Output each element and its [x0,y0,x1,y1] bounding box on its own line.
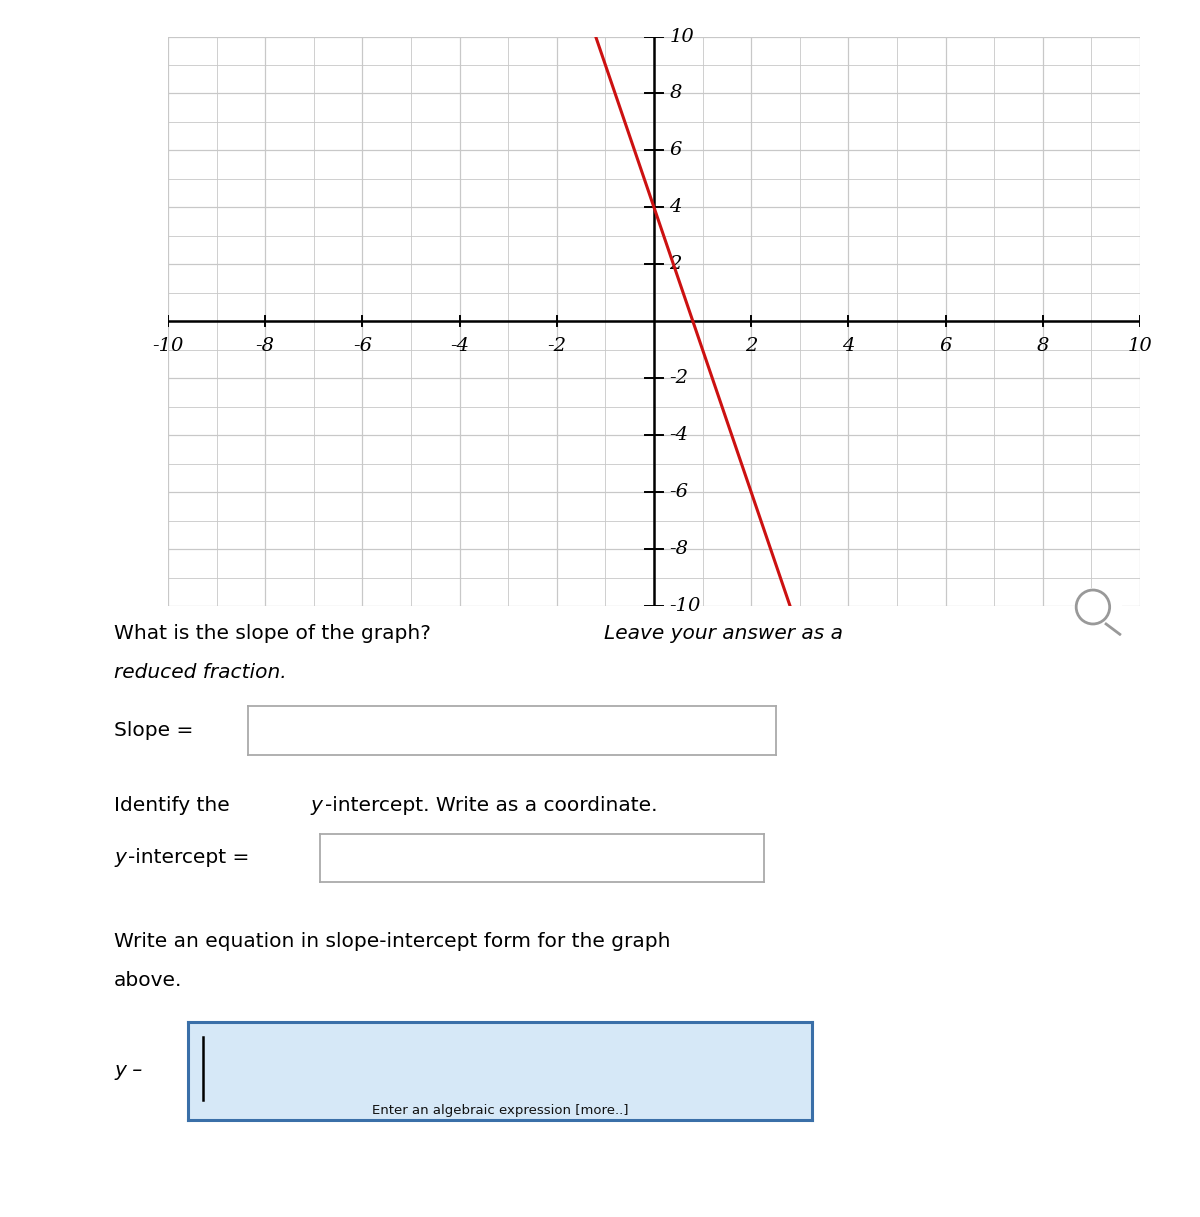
Text: y: y [311,796,323,815]
Text: -8: -8 [670,540,689,559]
Text: 6: 6 [940,337,952,355]
Text: 4: 4 [842,337,854,355]
Text: -10: -10 [152,337,184,355]
Text: 10: 10 [1128,337,1152,355]
Text: reduced fraction.: reduced fraction. [114,663,287,683]
Text: y –: y – [114,1061,143,1081]
Text: -10: -10 [670,598,701,615]
Text: What is the slope of the graph?: What is the slope of the graph? [114,624,437,644]
Text: 4: 4 [670,198,682,217]
Text: -4: -4 [670,426,689,444]
Text: 6: 6 [670,141,682,159]
Text: y: y [114,848,126,868]
Text: Slope =: Slope = [114,720,199,740]
Text: 8: 8 [670,84,682,102]
Text: -2: -2 [670,369,689,387]
Text: Leave your answer as a: Leave your answer as a [604,624,842,644]
Text: -6: -6 [670,483,689,501]
Text: -8: -8 [256,337,275,355]
Text: 10: 10 [670,28,695,45]
Text: 2: 2 [745,337,757,355]
Text: -4: -4 [450,337,469,355]
Text: 8: 8 [1037,337,1049,355]
Text: -intercept =: -intercept = [128,848,256,868]
Text: Write an equation in slope-intercept form for the graph: Write an equation in slope-intercept for… [114,932,671,952]
Text: -intercept. Write as a coordinate.: -intercept. Write as a coordinate. [325,796,658,815]
Text: 2: 2 [670,256,682,274]
Text: -2: -2 [547,337,566,355]
Text: Enter an algebraic expression [more..]: Enter an algebraic expression [more..] [372,1104,629,1117]
Text: above.: above. [114,971,182,991]
Text: -6: -6 [353,337,372,355]
Text: Identify the: Identify the [114,796,236,815]
